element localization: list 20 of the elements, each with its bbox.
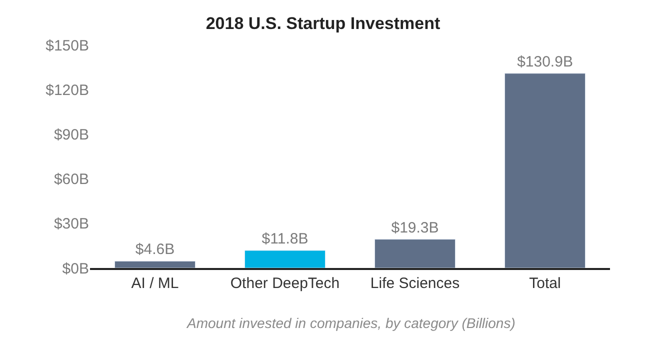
chart-title: 2018 U.S. Startup Investment — [206, 14, 440, 34]
bar — [114, 260, 196, 268]
y-tick-label: $60B — [54, 171, 89, 188]
y-tick-label: $150B — [46, 37, 89, 54]
x-tick-label: Total — [529, 274, 561, 292]
bar — [504, 73, 586, 268]
bar — [374, 239, 456, 268]
y-tick-label: $0B — [62, 260, 89, 278]
bar — [244, 250, 326, 268]
data-label: $130.9B — [517, 53, 573, 70]
y-tick-label: $120B — [46, 82, 89, 99]
x-tick-label: Other DeepTech — [230, 274, 340, 292]
y-tick-label: $30B — [54, 216, 89, 233]
data-label: $4.6B — [135, 241, 175, 258]
data-label: $11.8B — [262, 230, 308, 248]
x-tick-label: AI / ML — [131, 274, 179, 292]
x-tick-label: Life Sciences — [370, 274, 460, 292]
y-tick-label: $90B — [54, 126, 89, 144]
text: Amount invested in companies, by category (Billions) — [186, 315, 516, 331]
data-label: $19.3B — [391, 219, 439, 236]
